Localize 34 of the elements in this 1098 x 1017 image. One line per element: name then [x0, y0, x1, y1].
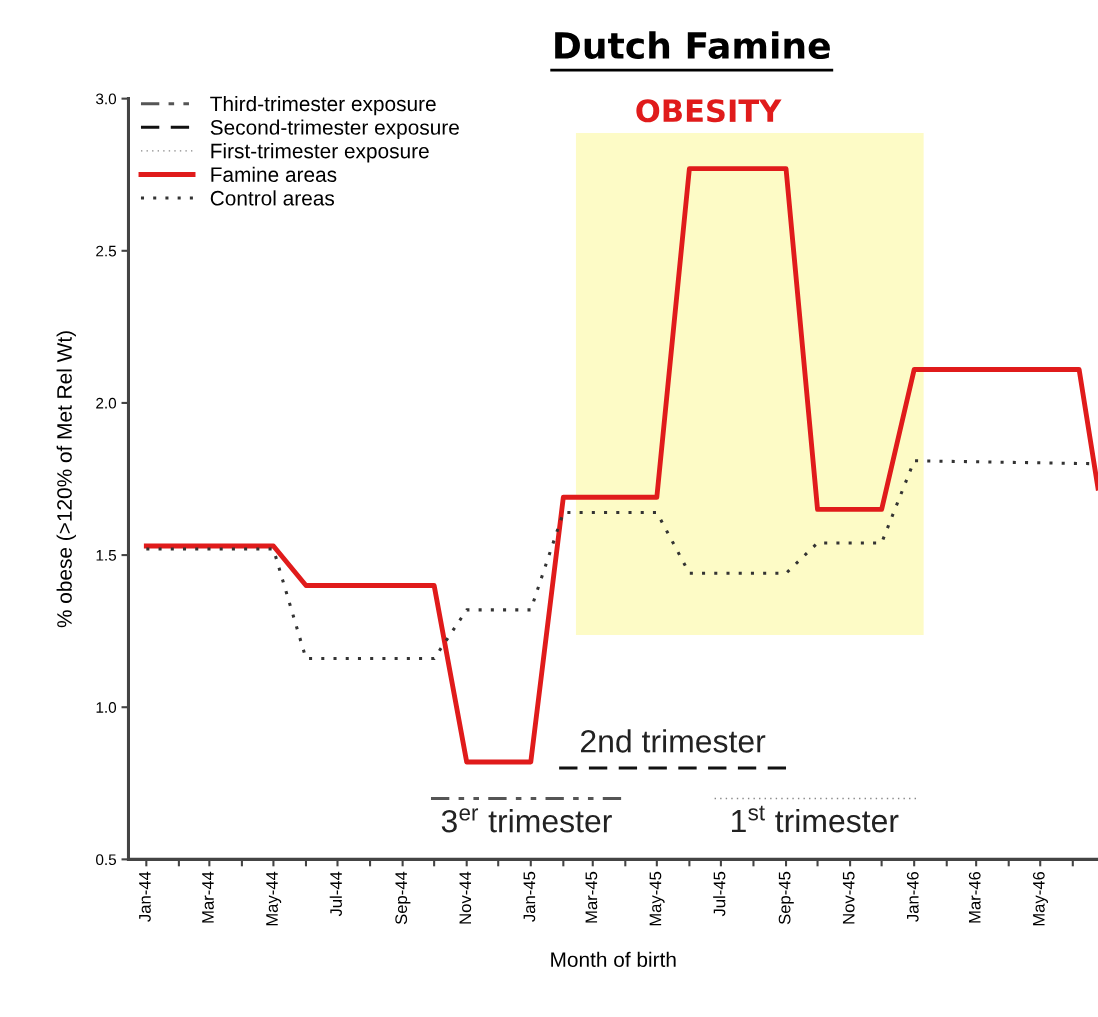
y-tick-label: 3.0 — [96, 93, 117, 105]
x-tick-label: Nov-44 — [459, 871, 472, 924]
y-tick-label: 2.5 — [96, 245, 117, 257]
x-tick-label: Jul-44 — [329, 871, 342, 917]
x-tick-label: Mar-45 — [585, 871, 598, 923]
x-tick-label: Sep-45 — [778, 871, 794, 925]
x-tick-label: Jan-45 — [523, 871, 536, 922]
legend-label: Famine areas — [211, 166, 337, 182]
x-tick-label: Nov-45 — [842, 871, 855, 924]
y-axis-title: % obese (>120% of Met Rel Wt) — [56, 331, 76, 628]
y-tick-label: 2.0 — [96, 397, 117, 409]
annotation: 1$^{st}$ trimester — [732, 805, 899, 833]
x-tick-label: Jan-44 — [139, 871, 151, 922]
legend-label: First-trimester exposure — [211, 143, 429, 163]
x-axis-title: Month of birth — [551, 951, 676, 968]
x-tick-label: May-44 — [266, 871, 282, 926]
annotation: 2nd trimester — [580, 729, 766, 753]
x-tick-label: May-45 — [649, 871, 665, 926]
legend-label: Control areas — [210, 190, 335, 206]
band-label: OBESITY — [636, 99, 782, 123]
x-tick-label: Mar-46 — [968, 871, 981, 923]
annotation: 3$^{er}$ trimester — [441, 808, 612, 833]
x-tick-label: Sep-44 — [395, 871, 411, 925]
y-tick-label: 1.0 — [96, 702, 117, 713]
x-tick-label: May-46 — [1032, 871, 1048, 926]
x-tick-label: Mar-44 — [202, 871, 214, 923]
y-tick-label: 1.5 — [96, 550, 117, 561]
x-tick-label: Jan-46 — [906, 871, 919, 922]
legend-label: Second-trimester exposure — [210, 119, 459, 139]
legend-label: Third-trimester exposure — [210, 95, 436, 116]
y-tick-label: 0.5 — [96, 854, 117, 866]
line-series — [143, 166, 1098, 765]
x-tick-label: Jul-45 — [713, 871, 726, 917]
chart-title: Dutch Famine — [555, 31, 830, 60]
